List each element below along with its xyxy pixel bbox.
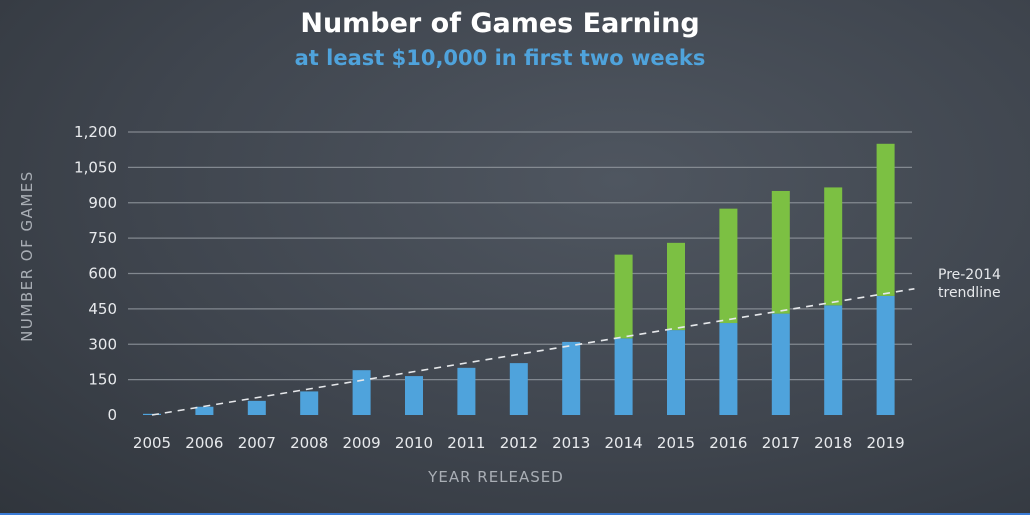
bar-segment-base xyxy=(719,323,738,415)
x-tick-label: 2012 xyxy=(500,434,538,452)
bar-segment-base xyxy=(562,341,581,415)
bar-segment-base xyxy=(457,367,476,415)
bar-segment-base xyxy=(614,338,633,415)
x-tick-label: 2009 xyxy=(343,434,381,452)
bar-segment-base xyxy=(824,305,843,415)
trendline-annotation: Pre-2014 trendline xyxy=(938,266,1023,302)
trendline xyxy=(151,287,915,416)
bar-segment-base xyxy=(352,370,371,415)
x-tick-label: 2015 xyxy=(657,434,695,452)
y-tick-label: 0 xyxy=(107,406,117,424)
bar-segment-base xyxy=(771,313,790,415)
bar-segment-excess xyxy=(876,143,895,296)
x-tick-label: 2016 xyxy=(709,434,747,452)
y-tick-label: 1,200 xyxy=(74,123,117,141)
y-tick-label: 1,050 xyxy=(74,158,117,176)
x-tick-label: 2013 xyxy=(552,434,590,452)
chart-title: Number of Games Earning xyxy=(300,8,700,39)
x-tick-label: 2008 xyxy=(290,434,328,452)
bar-segment-base xyxy=(509,363,528,415)
bar-segment-excess xyxy=(824,187,843,306)
bar-segment-base xyxy=(247,400,266,415)
x-axis-label: YEAR RELEASED xyxy=(428,468,564,486)
y-tick-label: 750 xyxy=(88,229,117,247)
x-tick-label: 2006 xyxy=(185,434,223,452)
chart-subtitle: at least $10,000 in first two weeks xyxy=(294,46,706,70)
bar-segment-excess xyxy=(667,242,685,331)
x-tick-label: 2011 xyxy=(447,434,485,452)
y-tick-label: 900 xyxy=(88,194,117,212)
bar-segment-base xyxy=(667,330,685,415)
trendline-annotation-line-1: Pre-2014 xyxy=(938,267,1001,283)
trendline-annotation-line-2: trendline xyxy=(938,285,1001,301)
x-tick-label: 2010 xyxy=(395,434,433,452)
y-tick-label: 300 xyxy=(88,335,117,353)
x-tick-label: 2007 xyxy=(238,434,276,452)
x-tick-label: 2014 xyxy=(605,434,643,452)
bar-segment-base xyxy=(195,406,214,415)
x-tick-label: 2017 xyxy=(762,434,800,452)
bar-segment-base xyxy=(876,295,895,415)
y-tick-label: 450 xyxy=(88,300,117,318)
x-tick-label: 2005 xyxy=(133,434,171,452)
y-tick-label: 600 xyxy=(88,265,117,283)
y-tick-label: 150 xyxy=(88,371,117,389)
x-tick-label: 2019 xyxy=(867,434,905,452)
x-tick-label: 2018 xyxy=(814,434,852,452)
bar-segment-excess xyxy=(719,208,738,324)
bar-segment-excess xyxy=(614,254,633,339)
bar-segment-base xyxy=(405,376,423,415)
bottom-accent-line xyxy=(0,513,1030,515)
bar-segment-base xyxy=(300,391,319,415)
bar-segment-excess xyxy=(771,190,790,314)
